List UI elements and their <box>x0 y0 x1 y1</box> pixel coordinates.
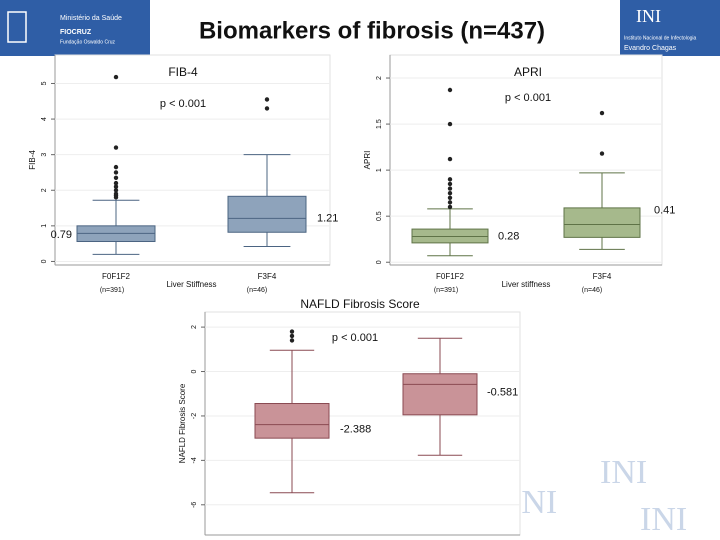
watermark-text: INI <box>640 501 687 538</box>
chart: 0 1 2 3 4 5 FIB-4 FIB-4 p < 0.001 Liver Stiffness… <box>28 54 338 294</box>
y-axis-label: APRI <box>363 151 372 170</box>
box <box>402 373 478 416</box>
n-label: (n=391) <box>434 287 458 294</box>
outlier <box>113 175 119 180</box>
y-tick-label: 2 <box>41 188 48 192</box>
outlier <box>264 97 270 102</box>
n-label: (n=46) <box>247 287 267 294</box>
x-axis-label: Liver stiffness <box>502 280 551 289</box>
median-label: 0.79 <box>51 229 72 241</box>
x-tick-label: F3F4 <box>593 272 612 281</box>
y-tick-label: 1.5 <box>376 119 383 129</box>
median-label: -0.581 <box>487 386 518 398</box>
outlier <box>447 204 453 210</box>
outlier <box>289 333 295 339</box>
outlier <box>447 121 453 127</box>
y-axis-label: NAFLD Fibrosis Score <box>178 383 187 463</box>
logo-text: Instituto Nacional de Infectologia <box>624 35 696 41</box>
y-tick-label: 0 <box>191 369 198 373</box>
box <box>254 403 330 439</box>
x-tick-label: F0F1F2 <box>102 272 131 281</box>
y-tick-label: 5 <box>41 81 48 85</box>
outlier <box>447 181 453 187</box>
right-logo-bg <box>620 0 720 56</box>
outlier <box>447 177 453 182</box>
median-label: 0.28 <box>498 230 519 242</box>
chart-title: APRI <box>514 65 542 79</box>
n-label: (n=391) <box>100 287 124 294</box>
outlier <box>113 184 119 189</box>
y-tick-label: 1 <box>41 224 48 228</box>
outlier <box>113 164 119 170</box>
box <box>563 207 641 238</box>
logo-text: Evandro Chagas <box>624 45 677 52</box>
outlier <box>447 87 453 93</box>
outlier <box>447 190 453 196</box>
slide-title: Biomarkers of fibrosis (n=437) <box>199 17 545 44</box>
outlier <box>264 106 270 111</box>
x-tick-label: F3F4 <box>258 272 277 281</box>
y-tick-label: -6 <box>191 502 198 508</box>
outlier <box>113 74 119 80</box>
left-logo-bg <box>0 0 150 56</box>
x-tick-label: F0F1F2 <box>436 272 465 281</box>
logo-text: Fundação Oswaldo Cruz <box>60 39 116 45</box>
logo-text: FIOCRUZ <box>60 29 92 36</box>
chart-title: FIB-4 <box>168 65 198 79</box>
y-tick-label: 2 <box>191 325 198 329</box>
y-tick-label: 1 <box>376 168 383 172</box>
logo-text: INI <box>636 6 661 26</box>
watermark-text: INI <box>600 454 647 491</box>
x-axis-label: Liver Stiffness <box>166 280 216 289</box>
outlier <box>447 200 453 205</box>
y-tick-label: 2 <box>376 76 383 80</box>
logo-text: Ministério da Saúde <box>60 15 122 22</box>
chart: 2 0 -2 -4 -6 NAFLD Fibrosis Score NAFLD Fibros… <box>178 297 521 536</box>
outlier <box>599 110 605 116</box>
median-label: -2.388 <box>340 423 371 435</box>
outlier <box>599 151 605 156</box>
y-tick-label: 0 <box>376 260 383 264</box>
annotation: p < 0.001 <box>505 92 551 104</box>
outlier <box>113 188 119 193</box>
outlier <box>289 329 295 334</box>
left-logo-icon <box>7 11 27 43</box>
y-tick-label: 0.5 <box>376 211 383 221</box>
y-tick-label: -4 <box>191 457 198 463</box>
y-axis-label: FIB-4 <box>28 150 37 170</box>
outlier <box>113 180 119 186</box>
outlier <box>447 156 453 162</box>
watermark: INI INI INI <box>510 454 687 538</box>
annotation: p < 0.001 <box>160 98 206 110</box>
outlier <box>113 170 119 175</box>
y-tick-label: 0 <box>41 259 48 263</box>
median-label: 0.41 <box>654 204 675 216</box>
y-tick-label: -2 <box>191 413 198 419</box>
chart-title: NAFLD Fibrosis Score <box>300 297 420 311</box>
outlier <box>113 145 119 150</box>
median-label: 1.21 <box>317 212 338 224</box>
annotation: p < 0.001 <box>332 332 378 344</box>
outlier <box>447 186 453 191</box>
y-tick-label: 4 <box>41 117 48 121</box>
chart: 0 0.5 1 1.5 2 APRI APRI p < 0.001 Liver stiffnes… <box>363 54 675 294</box>
outlier <box>113 191 119 197</box>
box <box>227 195 307 233</box>
outlier <box>447 195 453 200</box>
n-label: (n=46) <box>582 287 602 294</box>
outlier <box>289 338 295 343</box>
y-tick-label: 3 <box>41 153 48 157</box>
